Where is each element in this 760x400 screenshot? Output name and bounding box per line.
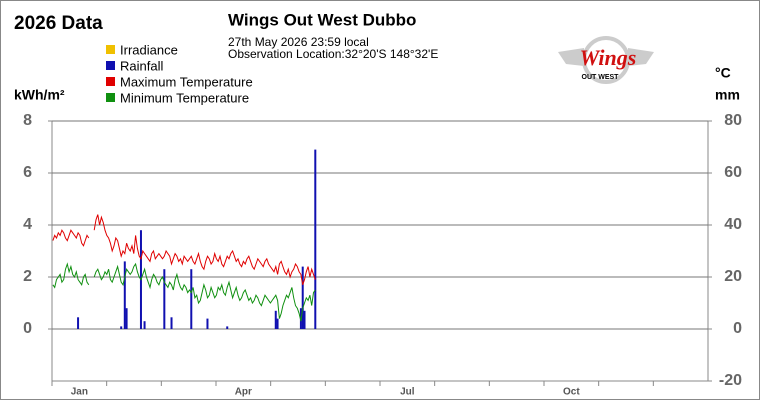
- site-name: Wings Out West Dubbo: [228, 10, 416, 29]
- x-tick-label: Jan: [71, 387, 88, 398]
- y-axis-label: kWh/m²: [14, 87, 65, 103]
- rain-bar: [206, 318, 209, 329]
- chart-title: 2026 Data: [14, 13, 103, 34]
- logo: Wings OUT WEST: [558, 36, 654, 84]
- rain-bar: [120, 326, 123, 329]
- legend-swatch: [106, 93, 115, 102]
- logo-subtext: OUT WEST: [582, 74, 620, 81]
- y2-tick-label: 40: [724, 216, 742, 233]
- x-tick-label: Apr: [235, 387, 252, 398]
- x-tick-label: Jul: [400, 387, 415, 398]
- y-tick-label: 2: [23, 268, 32, 285]
- rain-bar: [77, 317, 80, 329]
- legend-label: Maximum Temperature: [120, 74, 253, 89]
- legend-label: Irradiance: [120, 42, 178, 57]
- rain-bar: [303, 310, 306, 329]
- rain-bar: [170, 317, 173, 329]
- rain-bar: [301, 266, 304, 329]
- rain-bar: [226, 326, 229, 329]
- rain-bar: [314, 149, 317, 329]
- y-tick-label: 0: [23, 320, 32, 337]
- rain-bar: [190, 269, 193, 329]
- logo-text: Wings: [580, 45, 637, 70]
- x-tick-label: Oct: [563, 387, 580, 398]
- rain-bar: [123, 261, 126, 329]
- y2-tick-label: -20: [719, 372, 742, 389]
- rain-bar: [163, 269, 166, 329]
- y-tick-label: 6: [23, 164, 32, 181]
- y2-tick-label: 0: [733, 320, 742, 337]
- y-tick-label: 4: [23, 216, 32, 233]
- subtitle: 27th May 2026 23:59 local: [228, 35, 369, 49]
- y-tick-label: 8: [23, 112, 32, 129]
- temperature-line: [52, 262, 316, 322]
- legend-swatch: [106, 61, 115, 70]
- legend-label: Rainfall: [120, 58, 163, 73]
- y2-tick-label: 60: [724, 164, 742, 181]
- rain-bar: [125, 308, 128, 329]
- legend-swatch: [106, 77, 115, 86]
- legend-label: Minimum Temperature: [120, 90, 249, 105]
- location: Observation Location:32°20'S 148°32'E: [228, 47, 438, 61]
- legend-swatch: [106, 45, 115, 54]
- y2-axis-label: °C: [715, 65, 731, 81]
- rain-bar: [274, 310, 277, 329]
- y2-tick-label: 20: [724, 268, 742, 285]
- rain-bar: [143, 321, 146, 329]
- y2-axis-label: mm: [715, 87, 740, 103]
- temperature-line: [52, 214, 316, 285]
- rain-bar: [276, 318, 279, 329]
- y2-tick-label: 80: [724, 112, 742, 129]
